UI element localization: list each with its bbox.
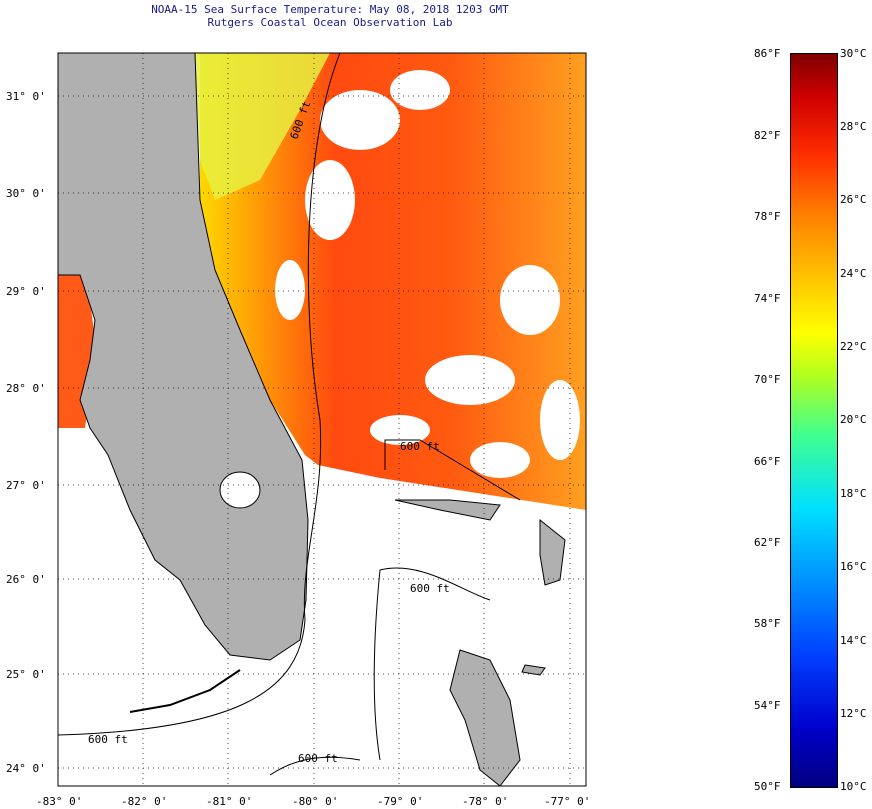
lat-label: 24° 0' bbox=[6, 762, 46, 775]
berry-islands bbox=[521, 664, 546, 676]
grand-bahama bbox=[394, 499, 501, 521]
lon-label: -81° 0' bbox=[206, 795, 252, 808]
lat-label: 27° 0' bbox=[6, 479, 46, 492]
lon-label: -79° 0' bbox=[377, 795, 423, 808]
colorbar-c-label: 14°C bbox=[840, 634, 867, 647]
colorbar-c-label: 28°C bbox=[840, 120, 867, 133]
contour-label: 600 ft bbox=[410, 582, 450, 595]
lon-label: -77° 0' bbox=[544, 795, 590, 808]
colorbar-f-label: 70°F bbox=[754, 373, 781, 386]
title-line-2: Rutgers Coastal Ocean Observation Lab bbox=[207, 16, 453, 29]
colorbar-f-label: 82°F bbox=[754, 129, 781, 142]
map-frame bbox=[57, 52, 587, 787]
colorbar-c-label: 16°C bbox=[840, 560, 867, 573]
florida-landmass bbox=[58, 53, 309, 661]
colorbar-f-label: 54°F bbox=[754, 699, 781, 712]
colorbar-f-label: 58°F bbox=[754, 617, 781, 630]
lon-label: -78° 0' bbox=[462, 795, 508, 808]
florida-keys bbox=[129, 669, 241, 713]
colorbar-f-label: 50°F bbox=[754, 780, 781, 793]
map-grid bbox=[58, 53, 586, 786]
contour-600ft-south bbox=[269, 756, 361, 776]
contour-label: 600 ft bbox=[88, 733, 128, 746]
lat-label: 25° 0' bbox=[6, 668, 46, 681]
nearshore-cool-band bbox=[195, 53, 330, 200]
lon-label: -83° 0' bbox=[36, 795, 82, 808]
lake-okeechobee bbox=[219, 471, 261, 509]
temperature-colorbar bbox=[790, 53, 838, 788]
chart-title: NOAA-15 Sea Surface Temperature: May 08,… bbox=[110, 3, 550, 29]
andros-island bbox=[449, 649, 521, 786]
lon-label: -82° 0' bbox=[121, 795, 167, 808]
colorbar-c-label: 12°C bbox=[840, 707, 867, 720]
colorbar-c-label: 26°C bbox=[840, 193, 867, 206]
colorbar-f-label: 74°F bbox=[754, 292, 781, 305]
colorbar-c-label: 20°C bbox=[840, 413, 867, 426]
abaco-island bbox=[539, 518, 566, 586]
cloud-cover bbox=[275, 70, 580, 478]
contour-600ft-florida bbox=[58, 53, 341, 736]
lat-label: 29° 0' bbox=[6, 285, 46, 298]
contour-label: 600 ft bbox=[400, 440, 440, 453]
lat-label: 30° 0' bbox=[6, 187, 46, 200]
colorbar-c-label: 30°C bbox=[840, 47, 867, 60]
title-line-1: NOAA-15 Sea Surface Temperature: May 08,… bbox=[151, 3, 509, 16]
lon-label: -80° 0' bbox=[292, 795, 338, 808]
lat-label: 28° 0' bbox=[6, 382, 46, 395]
contour-600ft-bahamas bbox=[384, 439, 521, 501]
colorbar-c-label: 22°C bbox=[840, 340, 867, 353]
colorbar-f-label: 66°F bbox=[754, 455, 781, 468]
colorbar-f-label: 78°F bbox=[754, 210, 781, 223]
colorbar-f-label: 86°F bbox=[754, 47, 781, 60]
lat-label: 31° 0' bbox=[6, 90, 46, 103]
colorbar-c-label: 10°C bbox=[840, 780, 867, 793]
colorbar-c-label: 18°C bbox=[840, 487, 867, 500]
lat-label: 26° 0' bbox=[6, 573, 46, 586]
contour-label: 600 ft bbox=[298, 752, 338, 765]
colorbar-f-label: 62°F bbox=[754, 536, 781, 549]
contour-600ft-tongue bbox=[373, 567, 491, 761]
colorbar-c-label: 24°C bbox=[840, 267, 867, 280]
